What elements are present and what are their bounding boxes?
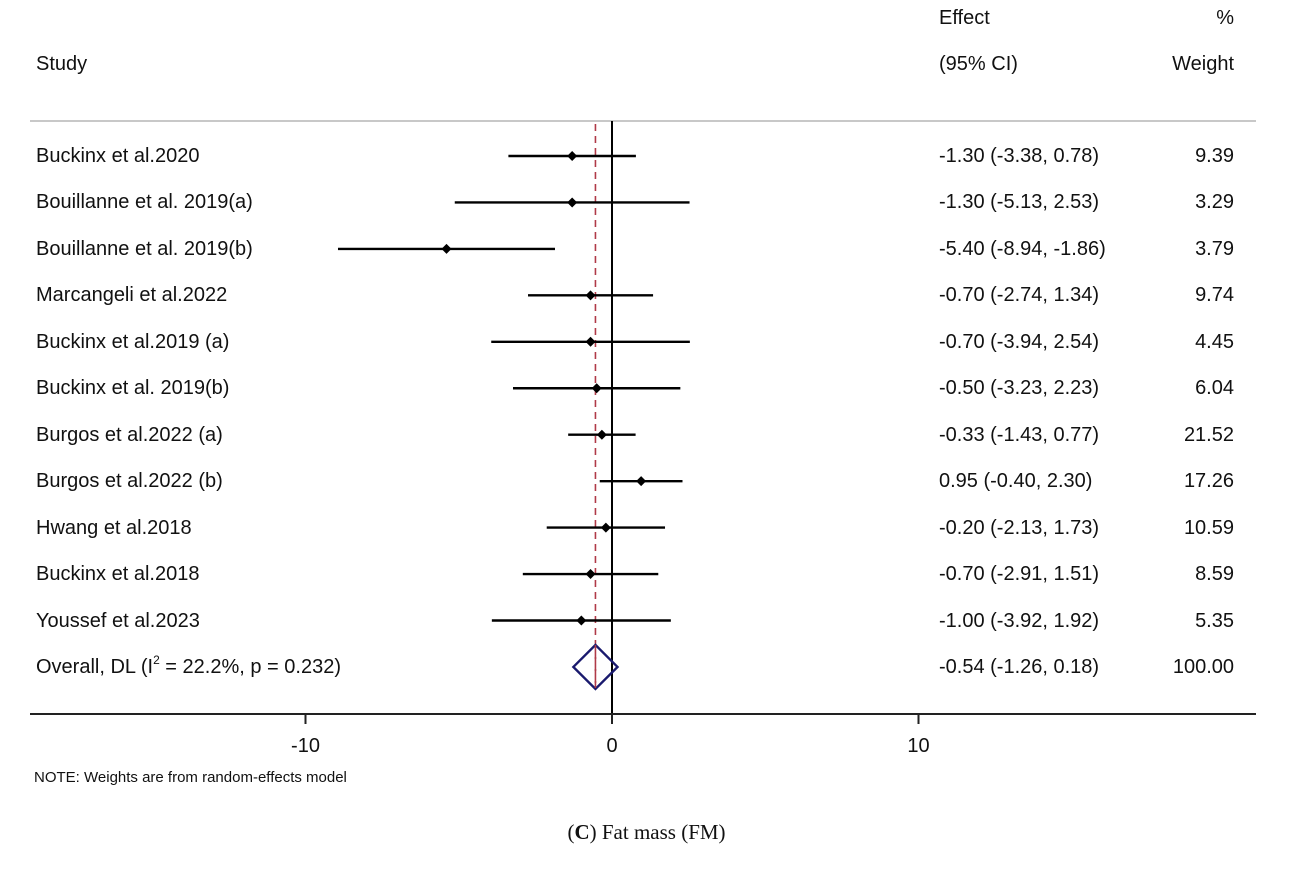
study-mark <box>568 429 636 440</box>
study-mark <box>508 151 636 161</box>
study-name: Burgos et al.2022 (b) <box>36 470 223 493</box>
point-estimate <box>567 151 578 161</box>
study-name: Youssef et al.2023 <box>36 609 200 632</box>
study-ci-text: -0.70 (-2.74, 1.34) <box>939 284 1100 307</box>
study-name: Bouillanne et al. 2019(a) <box>36 191 253 214</box>
overall-label: Overall, DL (I2 = 22.2%, p = 0.232) <box>36 654 341 678</box>
study-name: Bouillanne et al. 2019(b) <box>36 237 253 260</box>
study-ci-text: -1.00 (-3.92, 1.92) <box>939 609 1100 632</box>
overall-diamond <box>571 643 620 691</box>
study-weight: 9.39 <box>1195 145 1234 167</box>
overall-label-sup: 2 <box>153 652 160 667</box>
overall-label-suffix: = 22.2%, p = 0.232) <box>159 655 341 678</box>
x-tick-label: -10 <box>291 735 320 757</box>
point-estimate <box>591 383 602 394</box>
study-name: Buckinx et al.2019 (a) <box>36 330 230 353</box>
point-estimate <box>441 243 452 254</box>
study-weight: 10.59 <box>1183 516 1234 539</box>
caption-prefix: ( <box>567 820 575 844</box>
figure-caption: (C) Fat mass (FM) <box>0 820 1293 845</box>
overall-weight: 100.00 <box>1172 655 1234 678</box>
study-name: Buckinx et al. 2019(b) <box>36 377 230 400</box>
point-estimate <box>585 569 596 580</box>
study-mark <box>337 243 555 254</box>
study-name: Buckinx et al.2020 <box>36 145 200 167</box>
study-name: Buckinx et al.2018 <box>36 563 200 586</box>
weights-note: NOTE: Weights are from random-effects mo… <box>34 769 347 786</box>
study-mark <box>528 290 654 301</box>
point-estimate <box>585 290 596 301</box>
overall-ci-text: -0.54 (-1.26, 0.18) <box>939 655 1100 678</box>
study-mark <box>491 336 690 347</box>
study-mark <box>522 569 659 580</box>
study-ci-text: 0.95 (-0.40, 2.30) <box>939 470 1093 493</box>
overall-label-prefix: Overall, DL (I <box>36 655 154 678</box>
study-weight: 3.29 <box>1195 191 1234 214</box>
study-ci-text: -0.70 (-3.94, 2.54) <box>939 330 1100 353</box>
header-weight-line2: Weight <box>1172 53 1234 75</box>
point-estimate <box>576 615 587 626</box>
study-ci-text: -0.20 (-2.13, 1.73) <box>939 516 1100 539</box>
study-weight: 6.04 <box>1195 377 1234 400</box>
study-name: Hwang et al.2018 <box>36 516 192 539</box>
study-ci-text: -5.40 (-8.94, -1.86) <box>939 237 1106 260</box>
study-ci-text: -0.70 (-2.91, 1.51) <box>939 563 1100 586</box>
x-tick-label: 0 <box>606 735 618 757</box>
point-estimate <box>585 336 596 347</box>
study-weight: 8.59 <box>1195 563 1234 586</box>
study-ci-text: -0.50 (-3.23, 2.23) <box>939 377 1100 400</box>
study-weight: 21.52 <box>1183 423 1234 446</box>
point-estimate <box>596 429 607 440</box>
point-estimate <box>600 522 611 533</box>
study-ci-text: -0.33 (-1.43, 0.77) <box>939 423 1100 446</box>
study-ci-text: -1.30 (-5.13, 2.53) <box>939 191 1100 214</box>
x-tick-label: 10 <box>907 735 930 757</box>
caption-suffix: ) Fat mass (FM) <box>589 820 726 844</box>
study-mark <box>546 522 666 533</box>
header-effect-line2: (95% CI) <box>939 53 1018 75</box>
point-estimate <box>636 476 647 487</box>
point-estimate <box>567 197 578 208</box>
study-mark <box>491 615 671 626</box>
study-weight: 4.45 <box>1195 330 1234 353</box>
study-mark <box>513 383 681 394</box>
study-mark <box>454 197 690 208</box>
study-name: Burgos et al.2022 (a) <box>36 423 223 446</box>
header-effect-line1: Effect <box>939 7 990 29</box>
study-name: Marcangeli et al.2022 <box>36 284 228 307</box>
study-weight: 17.26 <box>1183 470 1234 493</box>
study-weight: 3.79 <box>1195 237 1234 260</box>
header-weight-line1: % <box>1216 7 1234 29</box>
study-ci-text: -1.30 (-3.38, 0.78) <box>939 145 1100 167</box>
study-mark <box>599 476 683 487</box>
study-weight: 5.35 <box>1195 609 1234 632</box>
caption-letter: C <box>574 820 590 844</box>
study-weight: 9.74 <box>1195 284 1234 307</box>
header-study: Study <box>36 53 88 75</box>
